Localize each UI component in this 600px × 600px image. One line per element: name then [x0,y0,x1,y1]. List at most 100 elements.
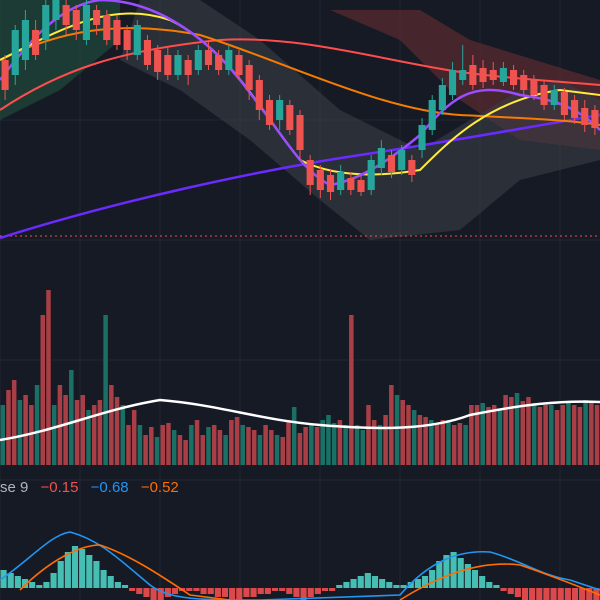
candle-body-16 [164,55,172,75]
candle-body-34 [347,178,355,190]
macd-hist-bar-44 [314,588,321,594]
volume-bar-37 [211,425,217,465]
candle-body-20 [204,50,213,65]
volume-bar-5 [29,405,34,465]
candle-body-30 [306,160,314,185]
volume-bar-77 [440,420,446,465]
macd-hist-bar-19 [136,588,143,594]
candle-body-56 [571,100,579,118]
volume-bar-40 [229,420,234,465]
candle-body-58 [591,110,599,128]
macd-hist-bar-32 [229,588,236,600]
volume-bar-42 [240,425,246,465]
macd-hist-bar-56 [400,585,407,588]
macd-hist-bar-48 [343,582,350,588]
candle-body-26 [265,100,274,125]
volume-bar-23 [131,410,137,465]
candle-body-31 [316,170,324,190]
signal-line-value: −0.52 [140,479,179,496]
macd-hist-bar-80 [571,588,579,600]
macd-hist-bar-78 [557,588,564,600]
volume-bar-47 [269,430,274,465]
volume-bar-84 [480,403,486,465]
volume-bar-91 [520,401,526,465]
macd-hist-bar-57 [407,582,414,588]
volume-bar-28 [160,425,166,465]
macd-hist-bar-8 [57,561,64,588]
macd-hist-bar-40 [286,588,293,594]
signal-line [19,544,600,600]
volume-bar-51 [291,407,297,465]
candle-body-28 [286,105,294,130]
macd-hist-bar-31 [221,588,229,597]
volume-bar-17 [97,400,103,465]
macd-hist-bar-53 [379,579,386,588]
macd-hist-bar-49 [350,579,357,588]
candle-body-45 [459,70,467,80]
macd-hist-bar-2 [14,576,21,588]
candle-body-25 [255,80,263,110]
volume-bar-33 [189,425,194,465]
volume-bar-69 [394,395,400,465]
candle-body-5 [52,0,60,20]
macd-histogram-value: −0.15 [40,479,79,496]
macd-hist-bar-5 [36,585,43,588]
macd-hist-bar-58 [414,579,421,588]
volume-bar-27 [154,437,160,465]
macd-hist-bar-55 [393,585,400,588]
volume-bar-81 [463,425,468,465]
macd-hist-bar-26 [186,588,193,591]
candle-body-8 [82,5,90,40]
macd-hist-bar-64 [457,558,464,588]
candle-body-18 [184,60,192,75]
volume-bar-70 [400,400,406,465]
volume-bar-6 [34,385,40,465]
volume-bar-95 [543,405,548,465]
volume-bar-93 [531,403,537,465]
candle-body-55 [560,92,568,115]
macd-hist-bar-75 [536,588,543,600]
macd-hist-bar-24 [171,588,179,594]
candle-body-48 [489,70,497,80]
volume-bar-53 [303,427,308,465]
volume-bar-0 [0,405,6,465]
volume-bar-9 [51,405,57,465]
macd-hist-bar-16 [114,582,121,588]
macd-hist-bar-29 [207,588,214,594]
macd-hist-bar-50 [357,576,364,588]
macd-hist-bar-54 [386,582,393,588]
candle-body-22 [225,50,233,70]
macd-hist-bar-70 [500,588,507,591]
volume-bar-99 [566,403,571,465]
macd-hist-bar-36 [257,588,264,594]
candle-body-54 [550,90,558,105]
volume-bar-101 [577,407,583,465]
macd-hist-bar-35 [250,588,257,597]
volume-bar-58 [331,423,337,465]
macd-hist-bar-13 [93,561,100,588]
volume-bar-21 [120,405,126,465]
macd-hist-bar-73 [521,588,529,600]
candle-body-7 [72,10,80,30]
candle-body-41 [418,125,426,150]
volume-bar-67 [383,415,388,465]
candle-body-32 [326,175,335,192]
volume-bar-24 [137,425,143,465]
volume-bar-41 [234,417,240,465]
volume-bar-25 [143,435,148,465]
volume-bar-18 [103,315,108,465]
volume-bar-92 [526,397,531,465]
volume-bar-30 [171,430,177,465]
volume-bar-39 [223,435,228,465]
volume-bar-50 [286,420,291,465]
macd-hist-bar-82 [586,588,593,600]
volume-bar-12 [69,370,74,465]
volume-bar-61 [349,315,354,465]
volume-bar-35 [200,435,206,465]
macd-hist-bar-71 [507,588,514,594]
volume-bar-96 [549,405,554,465]
candle-body-50 [510,70,518,85]
candle-body-11 [113,20,121,45]
macd-hist-bar-4 [29,582,36,588]
